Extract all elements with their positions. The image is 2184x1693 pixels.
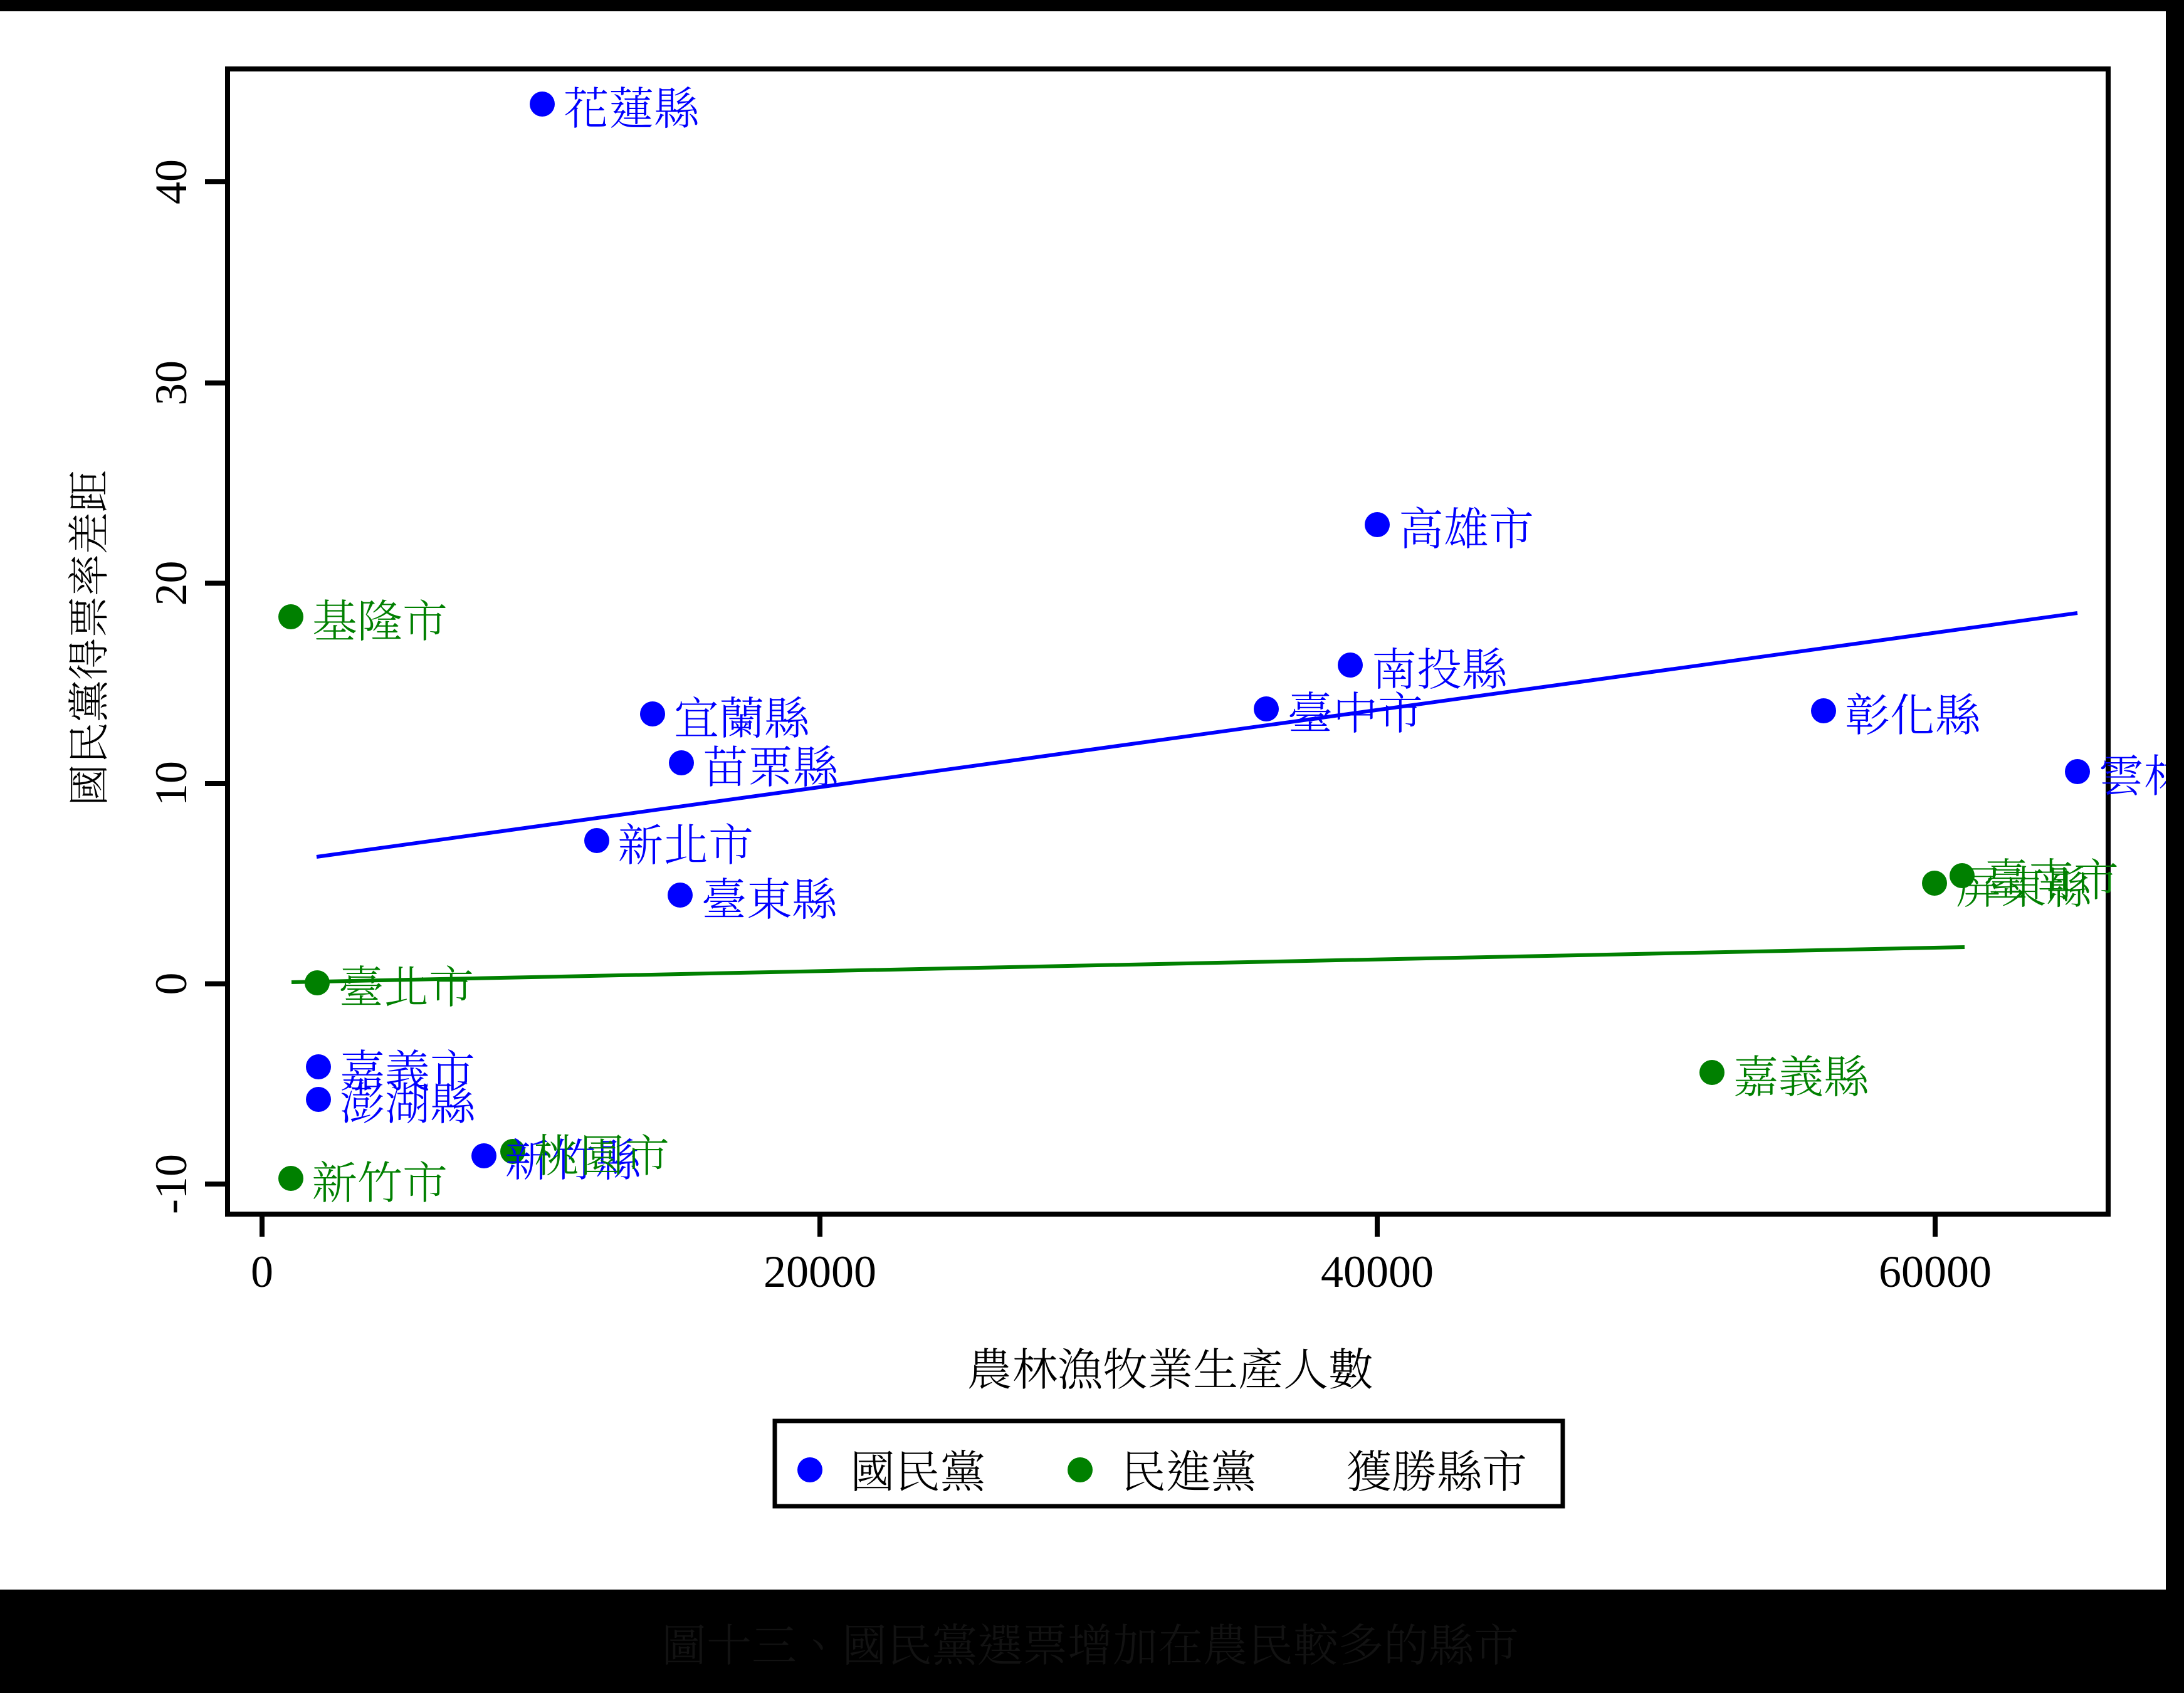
svg-text:-10: -10 bbox=[146, 1154, 196, 1214]
svg-text:60000: 60000 bbox=[1879, 1247, 1992, 1297]
svg-text:20: 20 bbox=[146, 561, 196, 606]
svg-text:10: 10 bbox=[146, 761, 196, 806]
svg-text:40000: 40000 bbox=[1321, 1247, 1434, 1297]
svg-text:0: 0 bbox=[251, 1247, 273, 1297]
svg-text:40: 40 bbox=[146, 159, 196, 204]
svg-text:0: 0 bbox=[146, 973, 196, 995]
svg-text:30: 30 bbox=[146, 360, 196, 406]
svg-text:20000: 20000 bbox=[764, 1247, 876, 1297]
